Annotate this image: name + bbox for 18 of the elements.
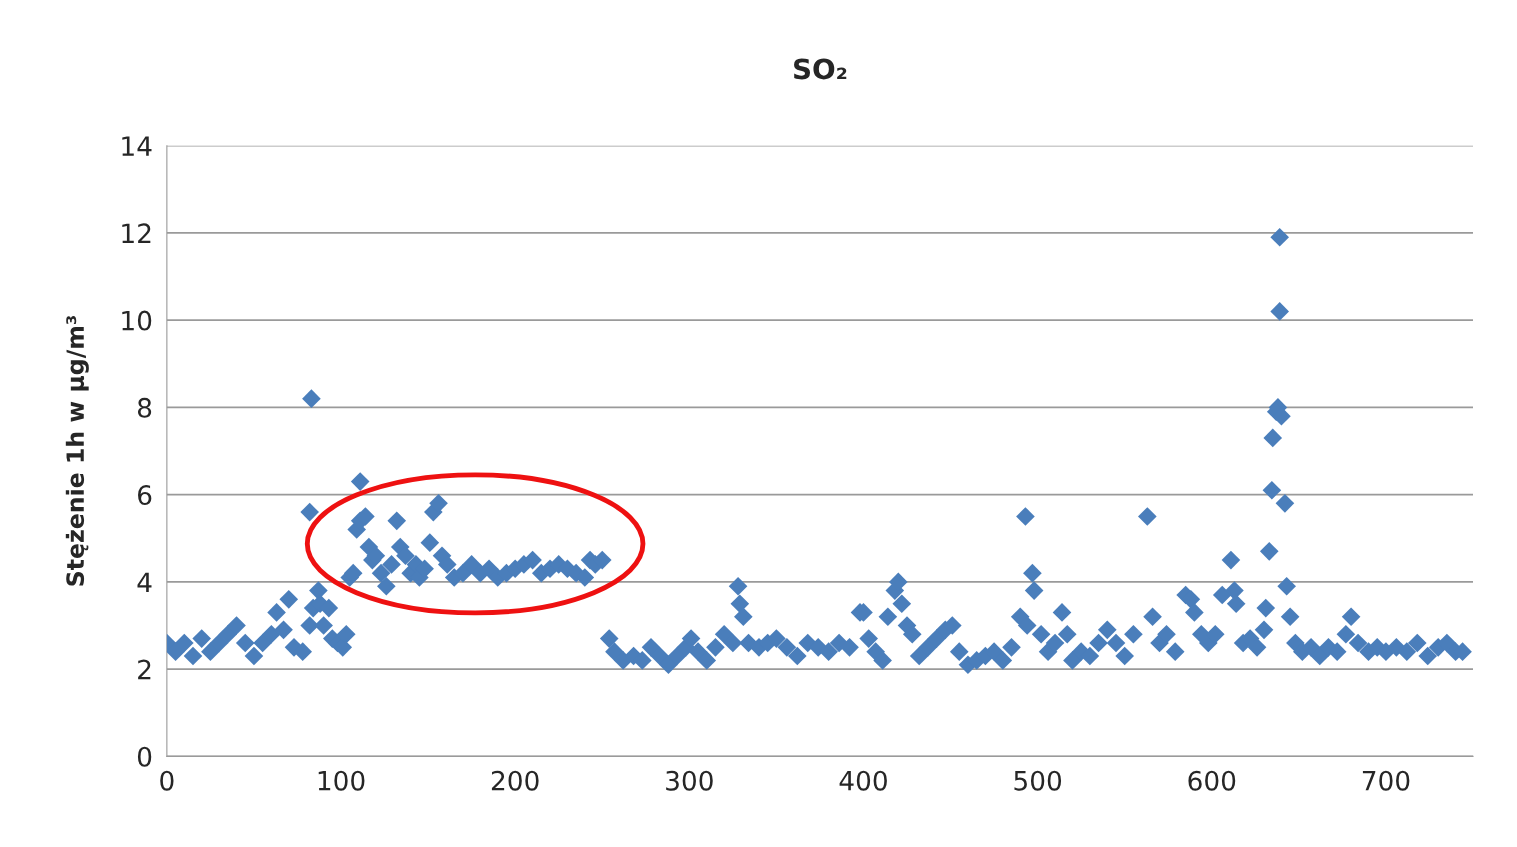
y-tick-label: 2 bbox=[138, 659, 151, 680]
x-tick-label: 600 bbox=[1188, 770, 1236, 791]
x-tick-label: 100 bbox=[318, 770, 365, 791]
y-tick-label: 6 bbox=[138, 485, 152, 506]
y-tick-label: 4 bbox=[137, 572, 152, 592]
x-tick-label: 400 bbox=[839, 770, 887, 791]
y-tick-label: 14 bbox=[122, 136, 152, 156]
x-tick-label: 300 bbox=[666, 770, 713, 791]
y-tick-label: 8 bbox=[137, 397, 152, 418]
y-axis-title: Stężenie 1h w µg/m³ bbox=[65, 316, 89, 586]
x-tick-label: 200 bbox=[491, 770, 539, 791]
y-tick-label: 0 bbox=[137, 746, 152, 767]
x-tick-label: 500 bbox=[1014, 770, 1062, 791]
y-tick-label: 10 bbox=[122, 310, 152, 331]
x-tick-label: 700 bbox=[1362, 770, 1410, 791]
y-tick-label: 12 bbox=[122, 223, 151, 243]
chart-title: SO₂ bbox=[794, 58, 847, 80]
x-tick-label: 0 bbox=[160, 770, 174, 791]
